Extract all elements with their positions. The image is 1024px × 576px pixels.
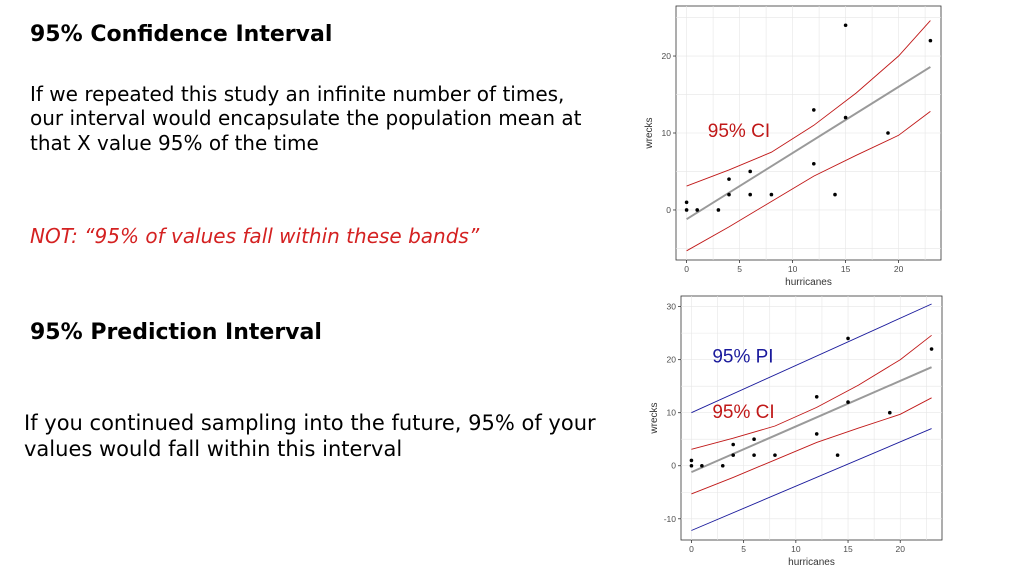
y-tick-label: -10 bbox=[664, 514, 677, 524]
data-point bbox=[843, 23, 848, 28]
data-point bbox=[769, 192, 774, 197]
data-point bbox=[720, 463, 725, 468]
x-tick-label: 0 bbox=[684, 264, 689, 274]
data-point bbox=[929, 347, 934, 351]
band-label: 95% CI bbox=[708, 121, 770, 142]
data-point bbox=[731, 453, 735, 457]
x-tick-label: 0 bbox=[689, 544, 694, 554]
x-tick-label: 5 bbox=[741, 544, 746, 554]
y-tick-label: 10 bbox=[667, 408, 677, 418]
data-point bbox=[748, 192, 752, 197]
ci-heading: 95% Confidence Interval bbox=[30, 22, 333, 47]
data-point bbox=[752, 437, 756, 442]
pi-lower-line bbox=[691, 428, 932, 531]
data-point bbox=[888, 410, 892, 415]
band-label: 95% PI bbox=[712, 346, 773, 367]
data-point bbox=[731, 442, 735, 447]
data-point bbox=[835, 453, 840, 457]
data-point bbox=[814, 394, 819, 399]
data-point bbox=[716, 208, 721, 212]
data-point bbox=[727, 177, 731, 181]
pi-upper-line bbox=[691, 303, 932, 414]
data-point bbox=[928, 38, 933, 43]
data-point bbox=[689, 458, 694, 463]
data-point bbox=[684, 200, 689, 205]
data-point bbox=[846, 336, 850, 341]
ci-lower-line bbox=[686, 111, 931, 252]
band-label: 95% CI bbox=[712, 402, 774, 423]
regression-fit-line bbox=[691, 366, 932, 474]
x-tick-label: 15 bbox=[843, 544, 853, 554]
data-point bbox=[700, 463, 704, 468]
ci-upper-line bbox=[691, 334, 932, 450]
confidence-interval-plot: 95% CI 0 5 10 15 20 0 10 20 hurricanes wrecks bbox=[644, 5, 942, 288]
ci-description: If we repeated this study an infinite nu… bbox=[30, 82, 582, 155]
x-axis-title: hurricanes bbox=[788, 557, 835, 566]
y-tick-label: 20 bbox=[662, 51, 672, 61]
y-tick-label: 20 bbox=[667, 355, 677, 365]
x-tick-label: 5 bbox=[737, 264, 742, 274]
data-point bbox=[886, 131, 890, 135]
data-point bbox=[846, 400, 850, 404]
plot-panel bbox=[680, 295, 943, 541]
y-axis-title: wrecks bbox=[649, 402, 660, 434]
x-tick-label: 10 bbox=[788, 264, 798, 274]
y-tick-label: 10 bbox=[662, 128, 672, 138]
data-point bbox=[727, 192, 731, 197]
x-tick-label: 20 bbox=[894, 264, 904, 274]
y-tick-label: 30 bbox=[667, 302, 677, 312]
data-point bbox=[773, 453, 777, 457]
x-tick-label: 10 bbox=[791, 544, 801, 554]
y-tick-label: 0 bbox=[671, 461, 676, 471]
y-axis-title: wrecks bbox=[644, 117, 655, 149]
data-point bbox=[812, 161, 816, 166]
ci-lower-line bbox=[691, 397, 932, 495]
data-point bbox=[843, 115, 848, 120]
data-point bbox=[833, 192, 837, 197]
x-tick-label: 15 bbox=[841, 264, 851, 274]
data-point bbox=[684, 208, 689, 212]
ci-misconception-note: NOT: “95% of values fall within these ba… bbox=[30, 224, 480, 248]
x-tick-label: 20 bbox=[896, 544, 906, 554]
x-axis-title: hurricanes bbox=[785, 277, 832, 288]
data-point bbox=[814, 432, 819, 436]
data-point bbox=[812, 108, 816, 112]
prediction-interval-plot: 95% PI 95% CI 0 5 10 15 20 -10 0 10 20 30 hurricanes… bbox=[649, 295, 943, 566]
ci-upper-line bbox=[686, 20, 931, 187]
data-point bbox=[752, 453, 756, 457]
pi-heading: 95% Prediction Interval bbox=[30, 320, 322, 345]
y-tick-label: 0 bbox=[666, 205, 671, 215]
pi-description: If you continued sampling into the futur… bbox=[24, 411, 596, 461]
regression-fit-line bbox=[686, 66, 931, 221]
data-point bbox=[689, 463, 694, 468]
data-point bbox=[695, 208, 699, 212]
data-point bbox=[748, 169, 752, 174]
